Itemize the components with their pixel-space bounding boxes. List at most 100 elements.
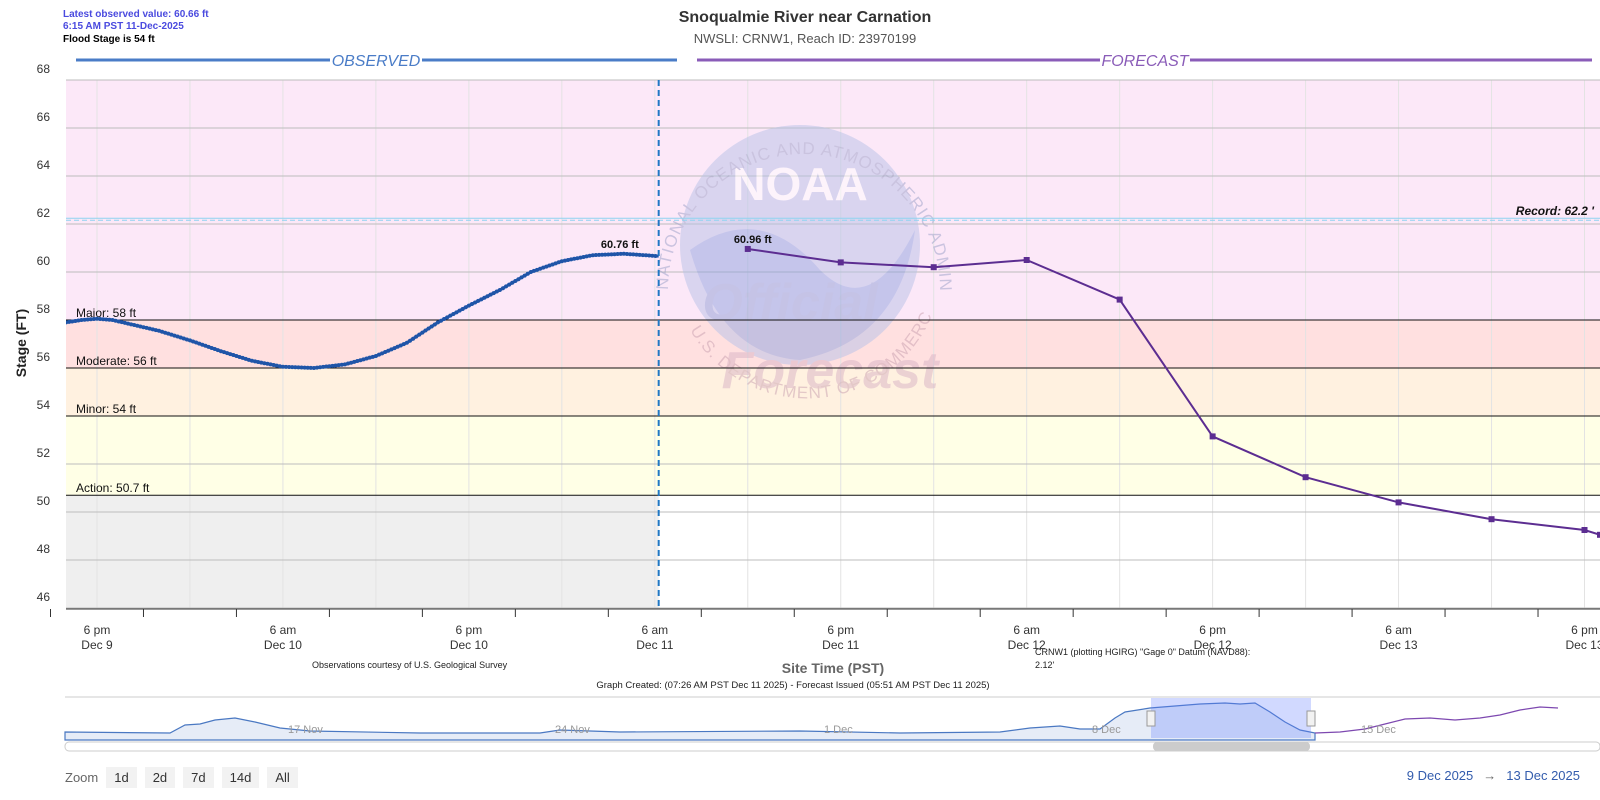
observed-point: [302, 365, 307, 370]
navigator-scrollbar-track[interactable]: [64, 741, 1600, 752]
observed-point: [318, 365, 323, 370]
navigator-handle-left[interactable]: [1146, 710, 1156, 727]
forecast-point: [1302, 474, 1309, 481]
usgs-credit: Observations courtesy of U.S. Geological…: [312, 660, 508, 670]
observed-point: [342, 362, 347, 367]
x-tick-label: 6 pm: [84, 623, 111, 637]
observed-point: [243, 356, 248, 361]
observed-point: [634, 252, 639, 257]
observed-point: [559, 259, 564, 264]
forecast-point: [1395, 499, 1402, 506]
forecast-point: [744, 245, 751, 252]
observed-point: [386, 348, 391, 353]
forecast-point: [930, 264, 937, 271]
x-tick-label: 6 am: [270, 623, 297, 637]
observed-point: [432, 322, 437, 327]
observed-point: [166, 331, 171, 336]
observed-point: [197, 341, 202, 346]
observed-point: [311, 366, 316, 370]
observed-point: [268, 362, 273, 367]
observed-point: [277, 364, 282, 369]
observed-point: [191, 339, 196, 344]
observed-point: [587, 253, 592, 258]
observed-point: [395, 344, 400, 349]
observed-point: [392, 346, 397, 351]
observed-point: [644, 253, 649, 258]
range-from[interactable]: 9 Dec 2025: [1406, 768, 1474, 783]
data-annotations: 60.76 ft 60.96 ft: [601, 234, 772, 251]
observed-point: [141, 325, 146, 330]
navigator-scrollbar-thumb[interactable]: [1153, 742, 1310, 751]
observed-point: [271, 363, 276, 367]
observed-point: [469, 302, 474, 307]
observed-point: [445, 315, 450, 320]
observed-point: [129, 322, 134, 327]
zoom-14d-button[interactable]: 14d: [221, 766, 260, 788]
observed-point: [85, 317, 90, 322]
observed-point: [531, 268, 536, 273]
observed-point: [442, 317, 447, 322]
observed-point: [175, 334, 180, 339]
observed-point: [88, 317, 93, 322]
x-tick-date-label: Dec 11: [822, 638, 859, 652]
observed-point: [411, 336, 416, 341]
x-tick-date-label: Dec 13: [1565, 638, 1600, 652]
x-tick-label: 6 am: [1013, 623, 1040, 637]
observed-point: [287, 365, 292, 370]
observed-point: [321, 364, 326, 369]
x-tick-label: 6 am: [1385, 623, 1412, 637]
navigator-handle-right[interactable]: [1306, 710, 1316, 727]
observed-point: [637, 252, 642, 257]
navigator-label-8dec: 8 Dec: [1092, 724, 1121, 736]
observed-point: [544, 264, 549, 269]
zoom-all-button[interactable]: All: [267, 766, 298, 788]
observed-point: [73, 318, 78, 323]
observed-point: [181, 336, 186, 341]
observed-point: [414, 334, 419, 339]
navigator-selection[interactable]: [1151, 698, 1311, 738]
observed-point: [650, 253, 655, 258]
latest-observed-value: Latest observed value: 60.66 ft: [63, 9, 209, 20]
observed-point: [457, 308, 462, 313]
observed-point: [383, 350, 388, 355]
navigator[interactable]: 17 Nov 24 Nov 1 Dec 8 Dec 15 Dec: [64, 696, 1600, 752]
observed-point: [122, 320, 127, 325]
observed-point: [482, 295, 487, 300]
observed-point: [225, 351, 230, 356]
range-arrow-icon: →: [1483, 768, 1497, 783]
threshold-label-moderate: Moderate: 56 ft: [76, 354, 157, 368]
observed-point: [172, 333, 177, 338]
observed-point: [107, 317, 112, 322]
x-tick-date-label: Dec 10: [450, 638, 488, 652]
observed-point: [284, 364, 289, 369]
observed-point: [324, 364, 329, 369]
zoom-2d-button[interactable]: 2d: [144, 766, 176, 788]
watermark-official: Official: [702, 274, 879, 332]
observed-point: [215, 348, 220, 353]
observed-point: [476, 298, 481, 303]
observed-point: [578, 255, 583, 260]
minor-flood-band: [66, 368, 1600, 416]
observed-point: [376, 352, 381, 357]
observed-point: [556, 260, 561, 265]
observed-point: [562, 258, 567, 263]
observed-point: [581, 255, 586, 259]
navigator-label-17nov: 17 Nov: [288, 724, 323, 736]
range-to[interactable]: 13 Dec 2025: [1506, 768, 1580, 783]
observed-point: [91, 317, 96, 322]
observed-point: [349, 360, 354, 365]
observed-point: [147, 326, 152, 331]
action-stage-band: [66, 416, 1600, 496]
observed-point: [653, 253, 658, 258]
forecast-point: [1116, 296, 1123, 303]
observed-point: [624, 251, 629, 256]
zoom-7d-button[interactable]: 7d: [183, 766, 214, 788]
observed-point: [535, 267, 540, 272]
navigator-label-15dec: 15 Dec: [1361, 724, 1396, 736]
zoom-1d-button[interactable]: 1d: [106, 766, 137, 788]
observed-point: [228, 352, 233, 357]
observed-point: [253, 359, 258, 364]
latest-observed-time: 6:15 AM PST 11-Dec-2025: [63, 21, 184, 32]
forecast-point: [1023, 257, 1030, 263]
